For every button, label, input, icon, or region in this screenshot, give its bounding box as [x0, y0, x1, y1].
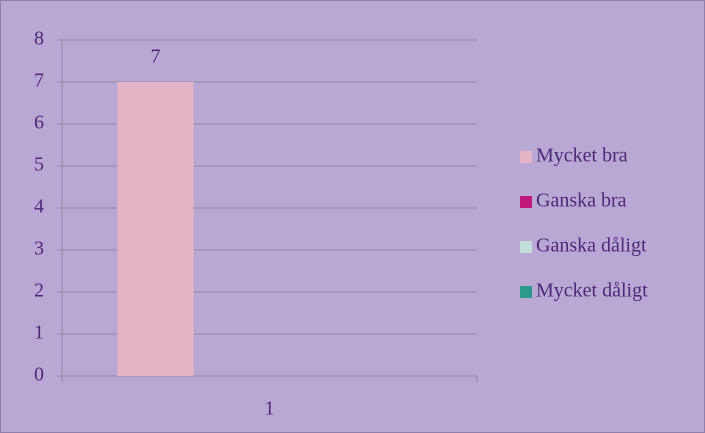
data-label: 7: [151, 46, 161, 68]
legend-label: Mycket bra: [536, 145, 628, 167]
y-tick-label: 3: [34, 238, 44, 260]
y-tick-label: 1: [34, 322, 44, 344]
legend-swatch: [520, 151, 532, 163]
y-tick-label: 8: [34, 28, 44, 50]
y-tick-label: 0: [34, 364, 44, 386]
bar: [117, 82, 194, 376]
y-tick-label: 6: [34, 112, 44, 134]
legend-label: Ganska bra: [536, 190, 627, 212]
legend-label: Ganska dåligt: [536, 235, 647, 257]
legend-swatch: [520, 196, 532, 208]
y-tick-label: 4: [34, 196, 44, 218]
legend-swatch: [520, 286, 532, 298]
legend-swatch: [520, 241, 532, 253]
y-tick-label: 2: [34, 280, 44, 302]
x-tick-label: 1: [265, 398, 275, 420]
y-tick-label: 7: [34, 70, 44, 92]
y-tick-label: 5: [34, 154, 44, 176]
legend-label: Mycket dåligt: [536, 280, 648, 302]
